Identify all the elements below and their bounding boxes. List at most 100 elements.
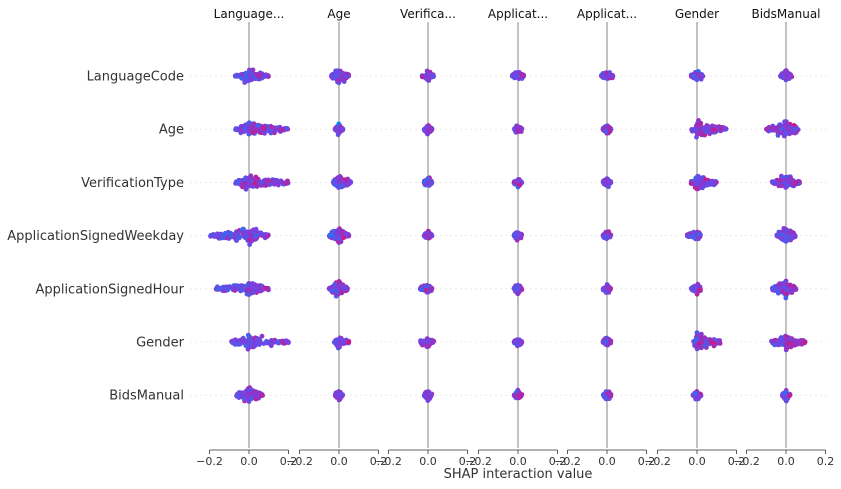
data-point [783,239,789,244]
data-point [793,179,799,185]
data-point [245,287,251,293]
data-point [695,281,701,287]
data-point [778,281,784,287]
data-point [247,182,253,188]
data-point [690,234,696,240]
row-label: BidsManual [109,389,184,404]
data-point [688,286,694,291]
data-point [771,286,776,292]
data-point [255,341,260,347]
x-tick-label: −0.2 [465,455,492,468]
data-point [420,338,426,344]
column-titles: Language... Age Verifica... Applicat... Appl… [214,7,821,21]
x-axes: −0.2 0.0 0.2−0.2 0.0 0.2−0.2 0.0 0.2−0.2 0.0 0.2… [196,449,834,468]
data-point [245,229,250,235]
column-title: BidsManual [751,7,820,21]
data-point [429,180,434,186]
data-point [239,393,245,399]
column-title: Language... [214,7,285,21]
data-point [786,126,791,132]
x-tick-label: 0.0 [509,455,527,468]
data-point [775,133,781,138]
data-point [279,338,285,344]
data-point [246,391,251,396]
data-point [423,235,429,240]
data-point [264,338,269,344]
data-point [210,232,216,237]
row-gridlines [190,75,830,396]
data-point [425,77,431,83]
data-point [799,341,805,347]
data-point [691,74,697,80]
data-point [333,127,339,133]
data-point [711,343,717,349]
data-point [240,335,246,341]
data-point [783,398,789,404]
data-point [515,286,521,292]
data-point [516,128,522,134]
data-point [772,125,777,131]
data-point [693,127,698,133]
data-point [239,287,245,293]
data-point [430,340,435,346]
data-point [606,125,612,131]
data-point [251,126,256,131]
data-point [275,339,280,345]
column-title: Age [327,7,350,21]
data-point [792,341,797,347]
data-point [340,126,346,132]
data-point [781,229,787,234]
data-point [697,287,703,293]
data-point [419,287,424,292]
data-point [217,286,223,292]
data-point [717,338,722,343]
data-point [249,285,255,291]
data-point [707,128,712,134]
data-point [327,285,332,291]
data-point [286,340,291,346]
data-point [336,71,342,77]
x-tick-label: 0.2 [280,455,298,468]
row-label: ApplicationSignedHour [35,282,184,297]
data-point [782,390,788,395]
data-point [787,287,793,293]
data-point [245,346,251,352]
data-point [702,335,708,341]
data-point [232,286,238,291]
data-point [605,233,610,239]
x-tick-label: 0.0 [688,455,706,468]
data-point [252,393,258,398]
data-point [279,179,285,185]
data-point [692,391,698,396]
data-point [330,229,336,235]
x-tick-label: −0.2 [644,455,671,468]
data-point [258,230,264,236]
data-point [607,393,613,399]
data-point [333,73,338,79]
row-labels: LanguageCodeAgeVerificationTypeApplicati… [7,70,184,404]
x-tick-label: −0.2 [196,455,223,468]
data-point [429,126,435,132]
data-point [245,395,251,401]
data-point [242,339,247,345]
data-point [701,181,706,187]
data-point [699,175,705,181]
data-point [692,343,697,348]
data-point [425,339,431,345]
data-point [770,180,776,186]
data-point [694,175,700,181]
data-point [233,73,238,79]
row-label: Age [159,123,184,138]
x-tick-label: 0.0 [240,455,258,468]
data-point [783,122,788,128]
data-point [778,235,784,241]
data-point [603,289,609,295]
data-point [788,72,793,78]
data-point [336,121,342,127]
data-point [333,179,338,185]
data-point [214,232,220,238]
data-point [244,74,249,80]
data-point [515,179,521,184]
data-point [234,233,240,239]
data-point [235,283,241,289]
